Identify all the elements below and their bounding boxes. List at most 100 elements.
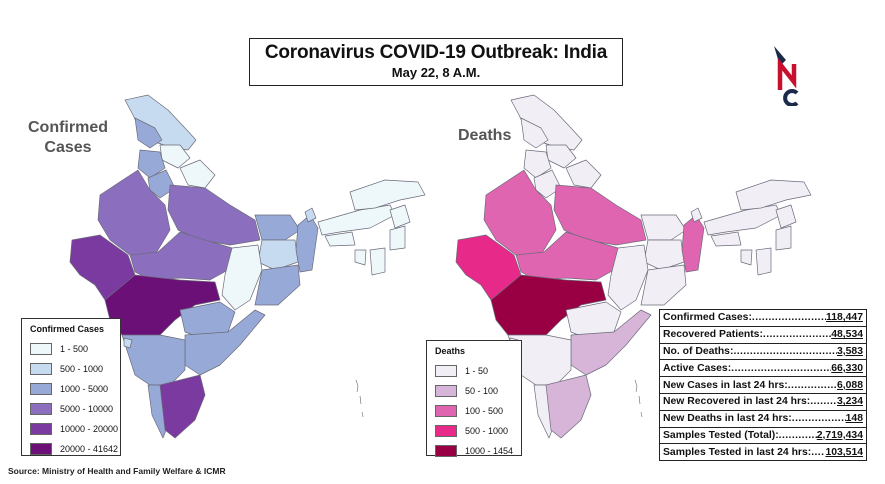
stat-value: 148 (845, 413, 863, 425)
stat-row: Recovered Patients: 48,534 (660, 327, 866, 344)
deaths-region-meghalaya (710, 231, 742, 247)
deaths-region-bihar (640, 214, 687, 241)
stat-label: New Recovered in last 24 hrs: (663, 396, 811, 408)
region-mizoram (369, 247, 386, 276)
region-punjab (137, 149, 166, 179)
region-sikkim (304, 207, 317, 223)
stat-leader-dots (731, 363, 831, 374)
deaths-region-arunachal (735, 179, 812, 211)
source-note: Source: Ministry of Health and Family We… (8, 466, 226, 476)
confirmed-legend-title: Confirmed Cases (30, 324, 105, 334)
stat-leader-dots (811, 447, 825, 458)
region-meghalaya (324, 231, 356, 247)
stat-leader-dots (788, 380, 837, 391)
deaths-legend-label: 50 - 100 (465, 386, 499, 396)
stat-label: Recovered Patients: (663, 329, 763, 341)
confirmed-legend-swatch (30, 363, 52, 375)
logo-c (783, 89, 799, 106)
stat-leader-dots (779, 430, 817, 441)
stat-label: New Deaths in last 24 hrs: (663, 413, 792, 425)
region-uttarakhand (179, 159, 216, 189)
confirmed-legend-item: 500 - 1000 (30, 359, 120, 379)
stat-value: 6,088 (836, 379, 863, 391)
stat-label: New Cases in last 24 hrs: (663, 379, 788, 391)
deaths-legend-swatch (435, 365, 457, 377)
confirmed-legend-label: 500 - 1000 (60, 364, 104, 374)
deaths-region-andhra-pradesh (570, 309, 652, 376)
confirmed-legend-swatch (30, 343, 52, 355)
deaths-legend-swatch (435, 445, 457, 457)
region-jammu (134, 117, 163, 149)
deaths-region-jammu (520, 117, 549, 149)
confirmed-legend-item: 1000 - 5000 (30, 379, 120, 399)
region-bihar (254, 214, 301, 241)
deaths-andaman-islands (634, 379, 643, 418)
confirmed-legend: Confirmed Cases 1 - 500 500 - 1000 1000 - … (21, 318, 121, 456)
region-chhattisgarh (221, 244, 263, 311)
stat-label: Samples Tested (Total): (663, 429, 779, 441)
stat-row: Active Cases: 66,330 (660, 360, 866, 378)
deaths-region-punjab (523, 149, 552, 179)
confirmed-legend-swatch (30, 403, 52, 415)
logo-arrow (774, 46, 786, 66)
region-arunachal (349, 179, 426, 211)
confirmed-legend-label: 5000 - 10000 (60, 404, 114, 414)
region-odisha (254, 264, 301, 306)
confirmed-map-label: Confirmed Cases (28, 119, 108, 156)
stat-value: 66,330 (831, 362, 863, 374)
region-goa (123, 337, 133, 349)
confirmed-legend-swatch (30, 383, 52, 395)
page-subtitle: May 22, 8 A.M. (391, 65, 481, 80)
confirmed-legend-item: 20000 - 41642 (30, 439, 120, 459)
deaths-legend-item: 1 - 50 (435, 361, 521, 381)
deaths-legend-swatch (435, 405, 457, 417)
deaths-legend-label: 1 - 50 (465, 366, 489, 376)
deaths-legend-label: 1000 - 1454 (465, 446, 514, 456)
nc-logo (774, 46, 799, 106)
deaths-legend-swatch (435, 425, 457, 437)
stat-value: 2,719,434 (816, 429, 863, 441)
confirmed-legend-swatch (30, 423, 52, 435)
stat-value: 118,447 (826, 312, 863, 324)
deaths-legend: Deaths 1 - 50 50 - 100 100 - 500 500 - 1000… (426, 340, 522, 457)
stat-leader-dots (810, 396, 837, 407)
confirmed-legend-label: 10000 - 20000 (60, 424, 119, 434)
stat-leader-dots (733, 346, 837, 357)
deaths-region-rajasthan (483, 169, 557, 256)
stat-label: Samples Tested in last 24 hrs: (663, 447, 812, 459)
deaths-legend-item: 50 - 100 (435, 381, 521, 401)
logo-n (777, 57, 797, 90)
stat-row: New Recovered in last 24 hrs: 3,234 (660, 394, 866, 411)
region-uttar-pradesh (167, 184, 261, 246)
stat-value: 3,234 (836, 396, 863, 408)
region-andhra-pradesh (184, 309, 266, 376)
stat-leader-dots (792, 413, 846, 424)
stat-value: 3,583 (836, 345, 863, 357)
confirmed-legend-swatch (30, 443, 52, 455)
deaths-region-tripura (740, 249, 753, 266)
confirmed-legend-label: 1000 - 5000 (60, 384, 109, 394)
deaths-region-tamil-nadu (545, 374, 592, 439)
confirmed-legend-item: 10000 - 20000 (30, 419, 120, 439)
stat-row: New Deaths in last 24 hrs: 148 (660, 411, 866, 428)
deaths-legend-label: 500 - 1000 (465, 426, 509, 436)
deaths-region-karnataka (507, 334, 572, 386)
stat-label: No. of Deaths: (663, 345, 734, 357)
region-haryana (147, 169, 176, 199)
deaths-region-odisha (640, 264, 687, 306)
deaths-legend-swatch (435, 385, 457, 397)
confirmed-legend-label: 1 - 500 (60, 344, 89, 354)
stat-row: New Cases in last 24 hrs: 6,088 (660, 377, 866, 394)
region-karnataka (121, 334, 186, 386)
stat-row: No. of Deaths: 3,583 (660, 344, 866, 361)
deaths-legend-label: 100 - 500 (465, 406, 504, 416)
confirmed-legend-item: 1 - 500 (30, 339, 120, 359)
stat-row: Confirmed Cases: 118,447 (660, 310, 866, 327)
region-tripura (354, 249, 367, 266)
confirmed-legend-label: 20000 - 41642 (60, 444, 119, 454)
deaths-region-west-bengal (681, 214, 705, 273)
deaths-legend-title: Deaths (435, 346, 466, 356)
confirmed-legend-item: 5000 - 10000 (30, 399, 120, 419)
deaths-region-uttar-pradesh (553, 184, 647, 246)
region-manipur (389, 225, 406, 251)
